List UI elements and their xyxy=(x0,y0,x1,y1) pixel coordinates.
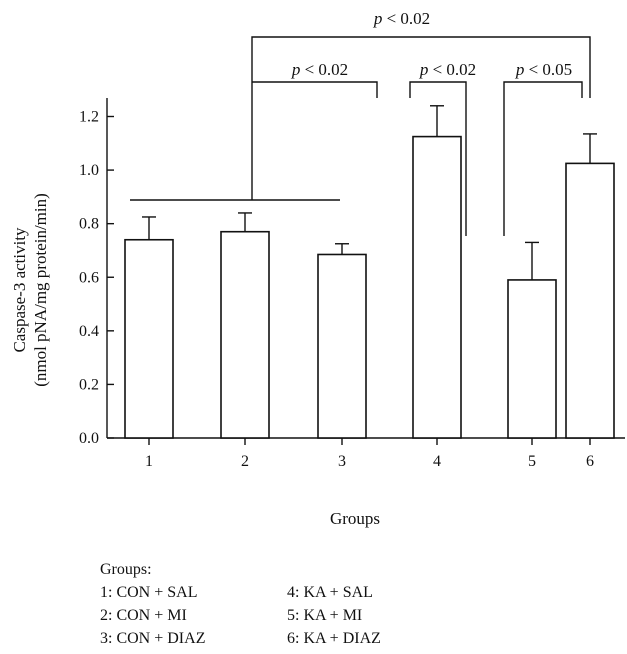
legend-item: 6: KA + DIAZ xyxy=(287,630,381,647)
bar-group-5 xyxy=(507,279,557,439)
y-axis-label-line1: Caspase-3 activity xyxy=(10,227,29,353)
significance-brackets: p < 0.02 p < 0.02 p < 0.02 p < 0.05 xyxy=(130,9,591,236)
bracket-123-vs-6 xyxy=(251,36,591,200)
legend-item: 3: CON + DIAZ xyxy=(100,630,206,647)
p-label-123-vs-4: p < 0.02 xyxy=(291,60,348,79)
x-axis-label: Groups xyxy=(330,509,380,528)
x-axis: 1 2 3 4 5 6 xyxy=(107,437,625,470)
legend-grid: 1: CON + SAL 4: KA + SAL 2: CON + MI 5: … xyxy=(100,581,477,650)
bracket-4-vs-5 xyxy=(409,81,467,236)
y-tick-label: 0.8 xyxy=(79,216,99,233)
y-tick-label: 0.4 xyxy=(79,323,99,340)
x-tick-label: 5 xyxy=(528,453,536,470)
x-tick-label: 4 xyxy=(433,453,441,470)
legend-item: 2: CON + MI xyxy=(100,607,187,624)
legend-title: Groups: xyxy=(100,561,152,578)
legend-item: 4: KA + SAL xyxy=(287,584,373,601)
bar-group-3 xyxy=(317,253,367,439)
bar-group-1 xyxy=(124,238,174,439)
y-tick-label: 0.0 xyxy=(79,430,99,447)
y-tick-label: 0.2 xyxy=(79,376,99,393)
y-tick-label: 1.2 xyxy=(79,109,99,126)
bar-group-6 xyxy=(565,162,615,439)
y-axis: 0.0 0.2 0.4 0.6 0.8 1.0 1.2 xyxy=(79,98,114,447)
x-tick-label: 1 xyxy=(145,453,153,470)
y-axis-label-line2: (nmol pNA/mg protein/min) xyxy=(31,193,50,387)
p-label-4-vs-5: p < 0.02 xyxy=(419,60,476,79)
bracket-123-vs-4 xyxy=(252,81,378,98)
y-tick-label: 0.6 xyxy=(79,269,99,286)
legend-item: 1: CON + SAL xyxy=(100,584,198,601)
x-tick-label: 3 xyxy=(338,453,346,470)
bar-group-4 xyxy=(412,135,462,439)
y-tick-label: 1.0 xyxy=(79,162,99,179)
bar-group-2 xyxy=(220,230,270,439)
p-label-5-vs-6: p < 0.05 xyxy=(515,60,572,79)
group-legend: Groups: 1: CON + SAL 4: KA + SAL 2: CON … xyxy=(100,558,477,650)
x-tick-label: 6 xyxy=(586,453,594,470)
bars xyxy=(124,105,615,439)
p-label-123-vs-6: p < 0.02 xyxy=(373,9,430,28)
legend-item: 5: KA + MI xyxy=(287,607,363,624)
x-tick-label: 2 xyxy=(241,453,249,470)
bracket-5-vs-6 xyxy=(503,81,583,236)
